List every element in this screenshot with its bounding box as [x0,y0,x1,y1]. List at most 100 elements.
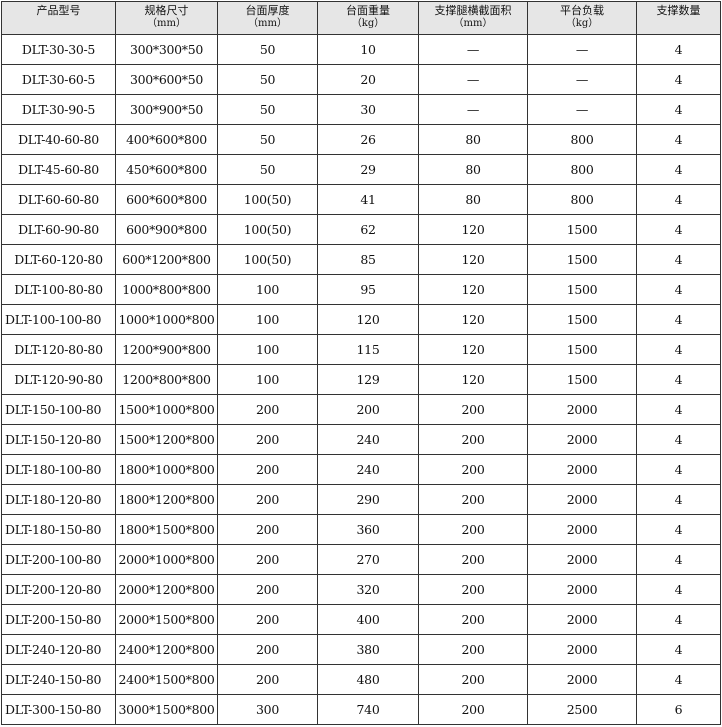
table-cell: 450*600*800 [115,154,218,185]
table-cell: 300*300*50 [115,34,218,65]
table-cell: DLT-200-150-80 [1,604,116,635]
table-cell: 200 [418,454,528,485]
table-cell: DLT-300-150-80 [1,694,116,725]
table-cell: 80 [418,154,528,185]
table-row: DLT-180-100-80 1800*1000*800 200 240 200 2000… [1,454,721,485]
table-cell: 200 [418,424,528,455]
table-cell: 1800*1200*800 [115,484,218,515]
table-cell: 1500 [527,244,637,275]
table-cell: 3000*1500*800 [115,694,218,725]
table-cell: 4 [636,634,721,665]
table-cell: 200 [418,484,528,515]
table-cell: 4 [636,574,721,605]
column-header: 产品型号 [1,1,116,35]
table-cell: 100(50) [217,184,318,215]
table-cell: 95 [317,274,419,305]
table-cell: 2000 [527,634,637,665]
table-cell: 4 [636,394,721,425]
table-cell: 4 [636,424,721,455]
table-cell: — [527,64,637,95]
table-cell: 4 [636,664,721,695]
table-cell: 1800*1000*800 [115,454,218,485]
table-cell: 200 [418,604,528,635]
header-label: 规格尺寸 [144,4,189,17]
table-cell: DLT-30-60-5 [1,64,116,95]
table-cell: DLT-30-90-5 [1,94,116,125]
table-cell: 2000 [527,604,637,635]
table-cell: 200 [217,544,318,575]
table-row: DLT-150-120-80 1500*1200*800 200 240 200 2000… [1,424,721,455]
table-cell: 2500 [527,694,637,725]
table-cell: 120 [418,364,528,395]
header-unit: （mm） [453,18,493,29]
table-cell: 800 [527,124,637,155]
column-header: 台面重量 （kg） [317,1,419,35]
table-cell: 50 [217,64,318,95]
table-cell: 100 [217,334,318,365]
table-row: DLT-200-120-80 2000*1200*800 200 320 200 2000… [1,574,721,605]
table-cell: 4 [636,184,721,215]
header-label: 平台负载 [560,4,604,17]
table-cell: 200 [418,634,528,665]
table-cell: 1800*1500*800 [115,514,218,545]
table-cell: 80 [418,124,528,155]
table-cell: 41 [317,184,419,215]
table-cell: DLT-30-30-5 [1,34,116,65]
header-unit: （kg） [351,18,385,29]
table-cell: 120 [317,304,419,335]
table-cell: 2000 [527,514,637,545]
table-cell: DLT-180-120-80 [1,484,116,515]
table-cell: 600*600*800 [115,184,218,215]
table-cell: 400 [317,604,419,635]
table-cell: DLT-180-150-80 [1,514,116,545]
table-cell: DLT-120-80-80 [1,334,116,365]
table-cell: 320 [317,574,419,605]
table-cell: 120 [418,274,528,305]
table-cell: 100(50) [217,244,318,275]
table-cell: 300*900*50 [115,94,218,125]
table-row: DLT-100-80-80 1000*800*800 100 95 120 1500 4 [1,274,721,305]
table-row: DLT-60-60-80 600*600*800 100(50) 41 80 800 4 [1,184,721,215]
table-cell: DLT-240-150-80 [1,664,116,695]
table-cell: 270 [317,544,419,575]
table-cell: 740 [317,694,419,725]
table-cell: DLT-200-120-80 [1,574,116,605]
table-cell: 4 [636,454,721,485]
table-cell: DLT-100-100-80 [1,304,116,335]
table-cell: 4 [636,514,721,545]
table-row: DLT-200-150-80 2000*1500*800 200 400 200 2000… [1,604,721,635]
table-row: DLT-120-80-80 1200*900*800 100 115 120 1500 4 [1,334,721,365]
header-label: 台面厚度 [245,4,290,17]
table-cell: 360 [317,514,419,545]
table-cell: DLT-60-120-80 [1,244,116,275]
table-cell: 380 [317,634,419,665]
table-cell: DLT-150-100-80 [1,394,116,425]
table-cell: 1500 [527,214,637,245]
table-cell: 800 [527,154,637,185]
table-cell: 10 [317,34,419,65]
column-header: 规格尺寸 （mm） [115,1,218,35]
table-cell: 4 [636,334,721,365]
table-cell: — [527,34,637,65]
table-cell: 4 [636,34,721,65]
table-cell: 62 [317,214,419,245]
table-row: DLT-60-90-80 600*900*800 100(50) 62 120 1500 4 [1,214,721,245]
table-cell: 200 [217,484,318,515]
table-cell: 2000 [527,664,637,695]
table-cell: DLT-40-60-80 [1,124,116,155]
table-cell: DLT-240-120-80 [1,634,116,665]
table-row: DLT-30-30-5 300*300*50 50 10— —4 [1,34,721,65]
table-cell: 30 [317,94,419,125]
table-cell: 600*1200*800 [115,244,218,275]
table-cell: 50 [217,34,318,65]
table-cell: 300 [217,694,318,725]
header-row: 产品型号 规格尺寸 （mm） 台面厚度 （mm） 台面重量 （kg） 支撑腿横截面积 （mm） 平… [1,1,721,35]
table-cell: 4 [636,364,721,395]
table-cell: DLT-180-100-80 [1,454,116,485]
table-cell: 600*900*800 [115,214,218,245]
table-row: DLT-60-120-80 600*1200*800 100(50) 85 120 150… [1,244,721,275]
table-cell: 120 [418,214,528,245]
table-cell: 200 [217,574,318,605]
table-cell: 4 [636,214,721,245]
column-header: 支撑腿横截面积 （mm） [418,1,528,35]
